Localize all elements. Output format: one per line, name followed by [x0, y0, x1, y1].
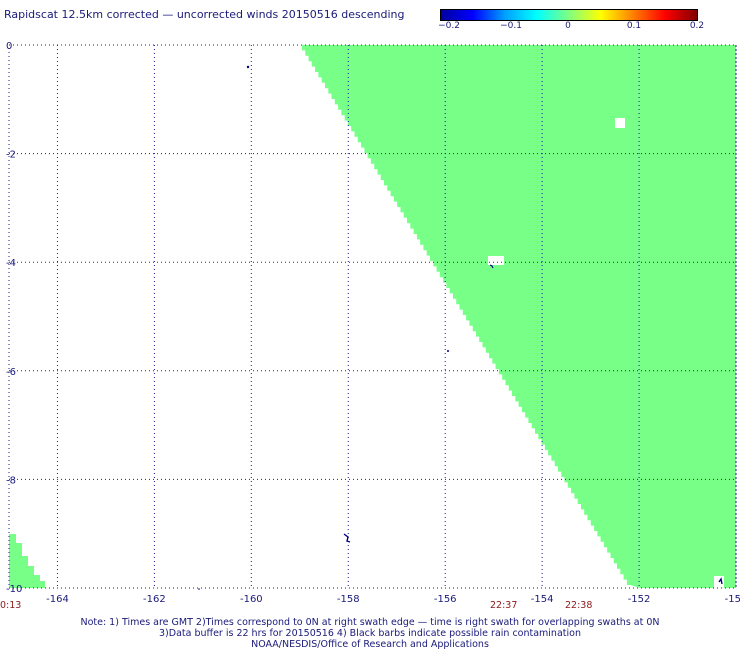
- note-line-3: NOAA/NESDIS/Office of Research and Appli…: [251, 639, 489, 650]
- lon-tick-label: -152: [628, 594, 651, 605]
- lon-tick-label: -160: [240, 594, 263, 605]
- lat-tick-label: -8: [6, 475, 16, 486]
- wind-barb: [489, 264, 494, 269]
- map-border: [8, 44, 737, 589]
- lat-tick-label: 0: [6, 41, 12, 52]
- wind-barbs: [198, 65, 723, 590]
- lon-tick-label: -154: [531, 594, 554, 605]
- time-label-22-38: 22:38: [565, 600, 593, 611]
- wind-barb: [447, 350, 449, 352]
- axis-labels: -164 -162 -160 -158 -156 -154 -152 -150 0 -2 -4 -6 -…: [6, 41, 740, 605]
- colorbar-tick-0-2: 0.2: [689, 21, 705, 31]
- lon-tick-label: -158: [337, 594, 360, 605]
- time-label-22-37: 22:37: [490, 600, 518, 611]
- swath-main: [302, 45, 736, 588]
- note-line-1: Note: 1) Times are GMT 2)Times correspon…: [80, 617, 660, 628]
- colorbar-tick-neg-0-1: −0.1: [500, 21, 522, 31]
- map-title: Rapidscat 12.5km corrected — uncorrected…: [4, 8, 405, 21]
- lat-tick-label: -2: [6, 150, 16, 161]
- wind-barb: [718, 577, 723, 585]
- wind-barb: [246, 65, 250, 69]
- swath-gap: [488, 256, 504, 265]
- lat-tick-label: -6: [6, 367, 16, 378]
- swath-layer: [9, 45, 736, 588]
- time-label-left: 0:13: [0, 600, 22, 611]
- lat-tick-label: -10: [6, 584, 22, 595]
- wind-barb: [198, 588, 200, 590]
- colorbar-tick-0-1: 0.1: [626, 21, 642, 31]
- lat-tick-label: -4: [6, 258, 16, 269]
- color-scale-bar: [440, 9, 698, 21]
- swath-gap: [615, 118, 625, 128]
- lon-tick-label: -150: [725, 594, 740, 605]
- lat-lon-grid: [8, 44, 737, 589]
- swath-fragment: [9, 534, 45, 588]
- note-line-2: 3)Data buffer is 22 hrs for 20150516 4) …: [159, 628, 581, 639]
- lon-tick-label: -162: [143, 594, 166, 605]
- wind-barb: [343, 533, 351, 543]
- lon-tick-label: -164: [46, 594, 69, 605]
- lon-tick-label: -156: [434, 594, 457, 605]
- colorbar-tick-0: 0: [565, 21, 571, 31]
- colorbar-tick-neg-0-2: −0.2: [438, 21, 460, 31]
